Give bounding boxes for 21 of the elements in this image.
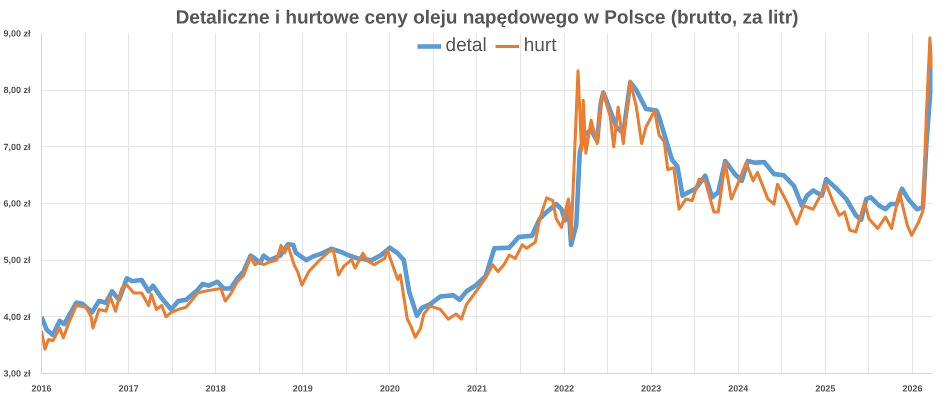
y-tick-label: 6,00 zł <box>3 198 31 208</box>
chart-title: Detaliczne i hurtowe ceny oleju napędowego w Polsce (brutto, za litr) <box>176 8 798 28</box>
x-tick-label: 2019 <box>292 384 313 394</box>
legend-label: detal <box>446 35 487 57</box>
y-tick-label: 5,00 zł <box>3 255 31 266</box>
x-tick-label: 2016 <box>31 384 52 394</box>
y-tick-label: 7,00 zł <box>3 142 31 152</box>
y-tick-label: 4,00 zł <box>3 312 31 322</box>
x-tick-label: 2021 <box>466 384 488 394</box>
x-tick-label: 2022 <box>554 384 574 394</box>
x-tick-label: 2026 <box>902 384 922 394</box>
y-tick-label: 8,00 zł <box>3 85 31 96</box>
x-tick-label: 2025 <box>815 384 836 394</box>
y-tick-label: 9,00 zł <box>3 28 31 38</box>
x-tick-label: 2018 <box>206 384 226 394</box>
x-tick-label: 2023 <box>641 384 662 394</box>
x-tick-label: 2017 <box>118 384 139 394</box>
legend-label: hurt <box>524 35 556 57</box>
y-tick-label: 3,00 zł <box>3 368 31 378</box>
x-tick-label: 2020 <box>380 384 400 394</box>
x-tick-label: 2024 <box>728 384 748 394</box>
